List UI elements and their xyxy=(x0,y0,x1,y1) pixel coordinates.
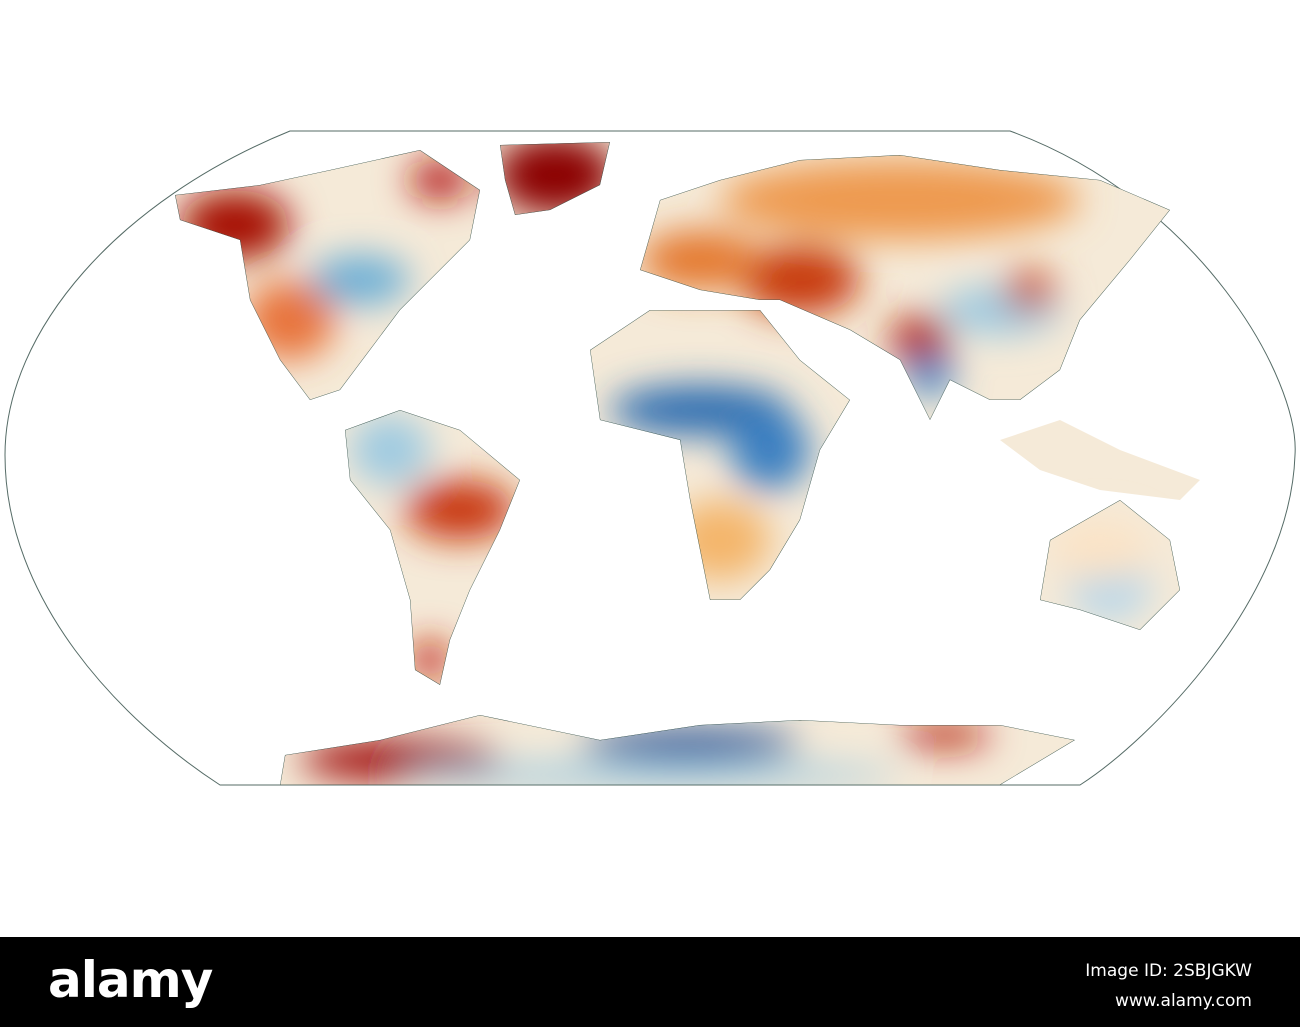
map xyxy=(4,130,1296,786)
watermark-bar: alamy Image ID: 2SBJGKW www.alamy.com xyxy=(0,937,1300,1027)
brand: alamy xyxy=(48,951,213,1009)
image-id: Image ID: 2SBJGKW xyxy=(1085,961,1252,981)
url: www.alamy.com xyxy=(1114,991,1252,1011)
